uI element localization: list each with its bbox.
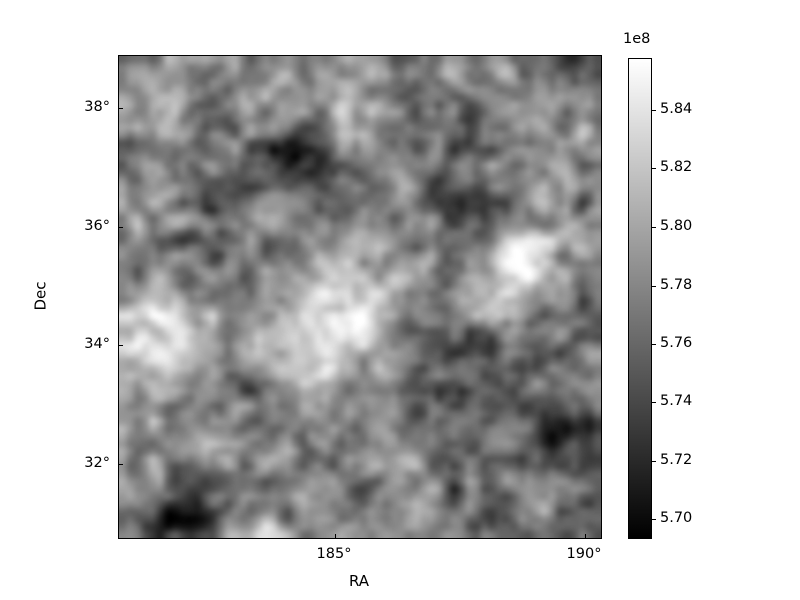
colorbar-tick-mark [651,344,656,345]
colorbar-tick-label: 5.74 [660,393,693,409]
colorbar-tick-mark [651,286,656,287]
y-tick-mark [119,108,123,109]
x-tick-label: 185° [316,546,352,562]
x-tick-mark [585,534,586,538]
x-tick-label: 190° [566,546,602,562]
colorbar-gradient [629,59,651,538]
y-tick-mark [119,345,123,346]
x-tick-mark [335,534,336,538]
sky-map-heatmap [119,56,601,538]
colorbar-tick-mark [651,519,656,520]
colorbar-tick-label: 5.80 [660,218,693,234]
colorbar-offset-text: 1e8 [623,31,651,47]
colorbar-tick-label: 5.76 [660,335,693,351]
colorbar-tick-label: 5.82 [660,159,693,175]
y-tick-mark [119,227,123,228]
colorbar-tick-label: 5.84 [660,101,693,117]
y-axis-label: Dec [31,281,50,311]
sky-map-axes[interactable] [118,55,602,539]
colorbar-tick-label: 5.78 [660,277,693,293]
colorbar-tick-mark [651,168,656,169]
y-tick-label: 38° [84,99,110,115]
colorbar-tick-mark [651,110,656,111]
y-tick-label: 36° [84,218,110,234]
colorbar-tick-label: 5.72 [660,452,693,468]
colorbar-tick-mark [651,402,656,403]
y-tick-label: 32° [84,455,110,471]
colorbar-tick-label: 5.70 [660,510,693,526]
y-tick-mark [119,464,123,465]
colorbar-tick-mark [651,461,656,462]
colorbar-tick-mark [651,227,656,228]
y-tick-label: 34° [84,336,110,352]
colorbar[interactable] [628,58,656,539]
x-axis-label: RA [348,572,370,590]
